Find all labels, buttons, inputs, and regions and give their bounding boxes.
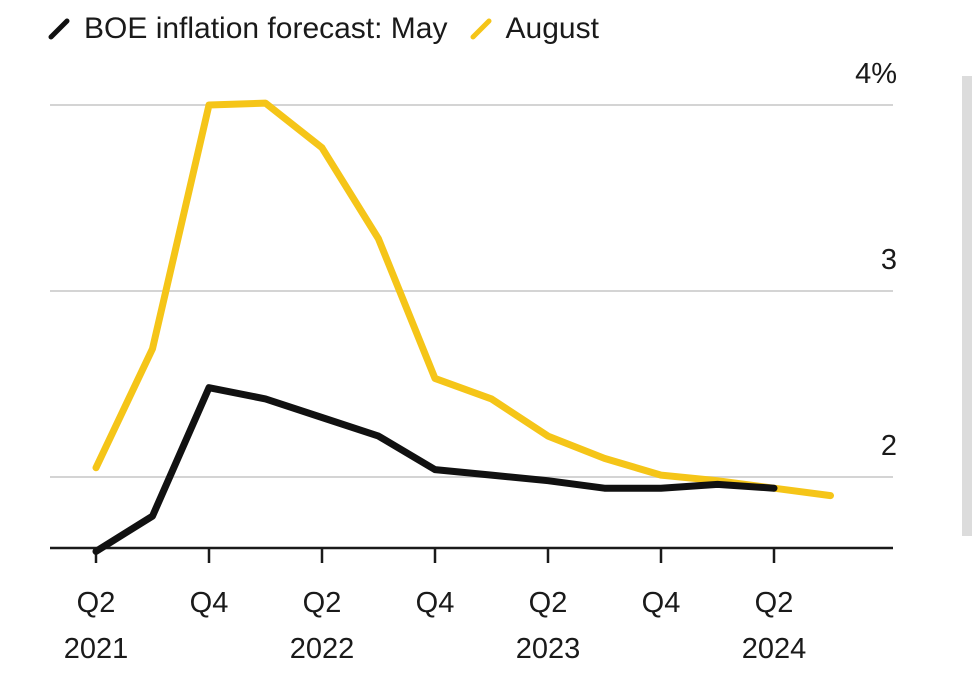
x-tick-year-label: 2024 [742,633,807,665]
legend-label-may: BOE inflation forecast: May [84,12,448,45]
x-tick-year-label: 2022 [290,633,355,665]
legend-item-may: BOE inflation forecast: May [48,12,448,46]
y-tick-label: 4% [855,58,897,90]
x-tick-label: Q2 [77,587,116,619]
x-tick-label: Q4 [416,587,455,619]
legend-swatch-august-icon [470,18,491,40]
x-tick-year-label: 2023 [516,633,581,665]
chart-legend: BOE inflation forecast: May August [48,12,621,46]
x-tick-label: Q4 [190,587,229,619]
x-tick-label: Q4 [642,587,681,619]
x-tick-label: Q2 [303,587,342,619]
x-tick-label: Q2 [755,587,794,619]
x-tick-label: Q2 [529,587,568,619]
scrollbar[interactable] [962,76,972,536]
x-tick-year-label: 2021 [64,633,129,665]
y-tick-label: 3 [881,244,897,276]
legend-swatch-may-icon [48,18,70,40]
legend-item-august: August [470,12,599,46]
y-tick-label: 2 [881,430,897,462]
legend-label-august: August [505,12,599,45]
series-line-may [92,384,778,555]
series-line-august [92,99,834,500]
